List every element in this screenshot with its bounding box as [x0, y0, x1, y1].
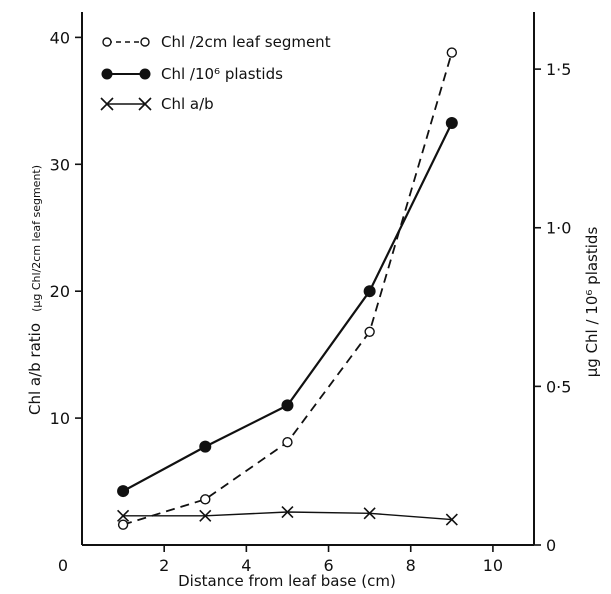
- data-point-filled-circle: [281, 399, 294, 412]
- left-y-tick-label: 30: [50, 155, 70, 174]
- x-tick-label: 8: [406, 556, 416, 575]
- right-y-tick-label: 0: [546, 536, 556, 555]
- x-tick-label: 6: [323, 556, 333, 575]
- legend-label: Chl /10⁶ plastids: [161, 65, 283, 83]
- legend-cross-marker: [100, 97, 114, 111]
- data-point-filled-circle: [445, 117, 458, 130]
- series-layer: [117, 47, 458, 530]
- axes: [81, 12, 535, 546]
- legend-open-circle-marker: [140, 37, 150, 47]
- right-y-axis-label: μg Chl / 10⁶ plastids: [583, 227, 601, 378]
- data-point-cross: [363, 507, 376, 520]
- left-y-tick-label: 20: [50, 282, 70, 301]
- left-y-axis-label-units: (μg Chl/2cm leaf segment): [30, 165, 43, 312]
- x-tick-label: 0: [58, 556, 68, 575]
- data-point-filled-circle: [199, 440, 212, 453]
- data-point-open-circle: [282, 437, 293, 448]
- right-y-tick-label: 0·5: [546, 377, 571, 396]
- legend-label: Chl a/b: [161, 95, 214, 113]
- data-point-open-circle: [446, 47, 458, 58]
- data-point-cross: [445, 513, 458, 526]
- data-point-cross: [117, 509, 130, 522]
- legend: Chl /2cm leaf segment Chl /10⁶ plastids …: [100, 33, 331, 113]
- left-y-tick-label: 10: [50, 409, 70, 428]
- right-y-tick-label: 1·0: [546, 219, 571, 238]
- x-tick-label: 2: [159, 556, 169, 575]
- legend-cross-marker: [138, 97, 152, 111]
- legend-filled-circle-marker: [139, 68, 151, 80]
- legend-open-circle-marker: [102, 37, 112, 47]
- data-point-cross: [281, 505, 294, 519]
- data-point-cross: [199, 509, 212, 522]
- data-point-open-circle: [117, 519, 129, 530]
- left-y-axis-label-group: Chl a/b ratio (μg Chl/2cm leaf segment): [25, 165, 44, 415]
- data-point-open-circle: [364, 326, 375, 337]
- legend-item-chl-per-segment: Chl /2cm leaf segment: [102, 33, 331, 51]
- series-line-0: [122, 52, 453, 526]
- legend-item-chl-ab: Chl a/b: [100, 95, 214, 113]
- x-tick-label: 10: [483, 556, 503, 575]
- left-y-axis-label-main: Chl a/b ratio: [26, 323, 44, 415]
- legend-label: Chl /2cm leaf segment: [161, 33, 331, 51]
- legend-item-chl-per-plastids: Chl /10⁶ plastids: [101, 65, 283, 83]
- data-point-open-circle: [200, 494, 211, 505]
- ticks: 10 20 30 40 0 0·5 1·0 1·5 0 2 4 6 8 10: [50, 28, 572, 575]
- left-y-axis-label: Chl a/b ratio (μg Chl/2cm leaf segment): [25, 165, 44, 415]
- x-tick-label: 4: [241, 556, 251, 575]
- x-axis-label: Distance from leaf base (cm): [178, 572, 396, 590]
- left-y-tick-label: 40: [50, 28, 70, 47]
- right-y-tick-label: 1·5: [546, 60, 571, 79]
- data-point-filled-circle: [117, 485, 130, 498]
- series-line-1: [122, 122, 453, 493]
- legend-filled-circle-marker: [101, 68, 113, 80]
- data-point-filled-circle: [363, 285, 376, 298]
